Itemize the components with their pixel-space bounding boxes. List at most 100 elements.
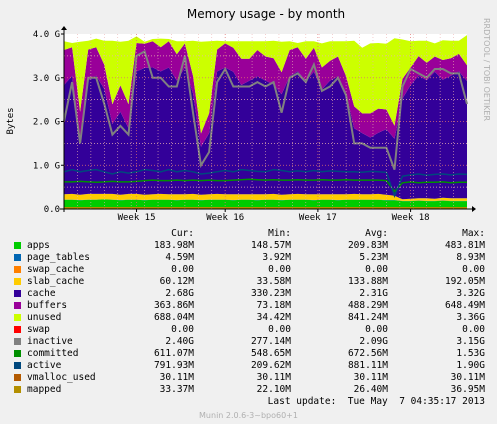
legend-min: 73.18M [256, 300, 291, 311]
legend-max: 0.00 [462, 324, 485, 335]
legend-cur: 60.12M [159, 276, 194, 287]
line-inactive [63, 50, 468, 170]
header-avg: Avg: [365, 228, 388, 239]
area-apps [64, 199, 467, 209]
last-update: Last update: Tue May 7 04:35:17 2013 [267, 396, 485, 407]
legend-swatch [14, 350, 21, 357]
legend-min: 0.00 [268, 264, 291, 275]
y-tick-label: 3.0 G [33, 74, 60, 84]
x-axis-arrow [472, 206, 476, 212]
legend-min: 33.58M [256, 276, 291, 287]
legend-cur: 2.40G [165, 336, 194, 347]
legend-max: 483.81M [444, 240, 485, 251]
legend-min: 148.57M [250, 240, 291, 251]
legend-avg: 0.00 [365, 264, 388, 275]
area-page_tables [64, 199, 467, 202]
header-max: Max: [462, 228, 485, 239]
legend-cur: 33.37M [159, 384, 194, 395]
legend-max: 1.90G [456, 360, 485, 371]
area-unused [64, 35, 467, 134]
legend-row-apps: apps 183.98M 148.57M 209.83M 483.81M [0, 240, 497, 252]
x-tick-label: Week 17 [299, 213, 337, 223]
legend-swatch [14, 290, 21, 297]
memory-chart: Memory usage - by month Bytes RRDTOOL / … [6, 7, 491, 223]
legend-row-slab_cache: slab_cache 60.12M 33.58M 133.88M 192.05M [0, 276, 497, 288]
munin-version: Munin 2.0.6-3~bpo60+1 [199, 411, 298, 420]
legend-swatch [14, 362, 21, 369]
legend-swatch [14, 326, 21, 333]
legend-avg: 672.56M [347, 348, 388, 359]
legend-row-vmalloc_used: vmalloc_used 30.11M 30.11M 30.11M 30.11M [0, 372, 497, 384]
legend-name: apps [27, 240, 50, 251]
legend-cur: 183.98M [153, 240, 194, 251]
area-slab_cache [64, 193, 467, 201]
x-tick-label: Week 15 [118, 213, 156, 223]
legend-min: 22.10M [256, 384, 291, 395]
legend-avg: 2.31G [359, 288, 388, 299]
legend-avg: 26.40M [353, 384, 388, 395]
legend-max: 1.53G [456, 348, 485, 359]
legend-max: 8.93M [456, 252, 485, 263]
legend-cur: 4.59M [165, 252, 194, 263]
legend-max: 3.32G [456, 288, 485, 299]
legend-row-inactive: inactive 2.40G 277.14M 2.09G 3.15G [0, 336, 497, 348]
legend-cur: 0.00 [171, 264, 194, 275]
legend-name: unused [27, 312, 62, 323]
legend-avg: 488.29M [347, 300, 388, 311]
legend-swatch [14, 314, 21, 321]
legend-min: 30.11M [256, 372, 291, 383]
legend-row-swap_cache: swap_cache 0.00 0.00 0.00 0.00 [0, 264, 497, 276]
legend-min: 0.00 [268, 324, 291, 335]
legend-name: inactive [27, 336, 73, 347]
legend-min: 209.62M [250, 360, 291, 371]
legend-name: cache [27, 288, 56, 299]
legend-min: 277.14M [250, 336, 291, 347]
legend-row-buffers: buffers 363.86M 73.18M 488.29M 648.49M [0, 300, 497, 312]
legend-cur: 791.93M [153, 360, 194, 371]
legend-name: slab_cache [27, 276, 85, 287]
y-axis-label: Bytes [6, 107, 16, 134]
legend-header: Cur: Min: Avg: Max: [0, 228, 497, 240]
legend-avg: 0.00 [365, 324, 388, 335]
legend-name: mapped [27, 384, 62, 395]
legend-name: swap_cache [27, 264, 85, 275]
y-axis-arrow [61, 26, 67, 30]
legend-swatch [14, 386, 21, 393]
legend-row-cache: cache 2.68G 330.23M 2.31G 3.32G [0, 288, 497, 300]
legend-row-active: active 791.93M 209.62M 881.11M 1.90G [0, 360, 497, 372]
grid-group [64, 34, 467, 209]
legend-cur: 2.68G [165, 288, 194, 299]
legend-row-swap: swap 0.00 0.00 0.00 0.00 [0, 324, 497, 336]
legend-name: buffers [27, 300, 68, 311]
y-ticks-group: 0.0 1.0 G 2.0 G 3.0 G 4.0 G [33, 30, 64, 215]
x-tick-label: Week 16 [206, 213, 244, 223]
legend-max: 648.49M [444, 300, 485, 311]
legend-max: 192.05M [444, 276, 485, 287]
legend-name: vmalloc_used [27, 372, 96, 383]
x-ticks-group: Week 15 Week 16 Week 17 Week 18 [118, 34, 430, 223]
legend-swatch [14, 338, 21, 345]
y-tick-label: 4.0 G [33, 30, 60, 40]
legend-swatch [14, 302, 21, 309]
legend-avg: 2.09G [359, 336, 388, 347]
header-min: Min: [268, 228, 291, 239]
legend-min: 548.65M [250, 348, 291, 359]
legend-max: 36.95M [450, 384, 485, 395]
y-tick-label: 1.0 G [33, 161, 60, 171]
legend-cur: 611.07M [153, 348, 194, 359]
legend-name: page_tables [27, 252, 90, 263]
legend-name: committed [27, 348, 79, 359]
legend-avg: 30.11M [353, 372, 388, 383]
legend-avg: 209.83M [347, 240, 388, 251]
legend-avg: 5.23M [359, 252, 388, 263]
legend-row-page_tables: page_tables 4.59M 3.92M 5.23M 8.93M [0, 252, 497, 264]
legend-cur: 30.11M [159, 372, 194, 383]
y-tick-label: 0.0 [44, 205, 60, 215]
legend-avg: 841.24M [347, 312, 388, 323]
legend-min: 3.92M [262, 252, 291, 263]
legend-row-committed: committed 611.07M 548.65M 672.56M 1.53G [0, 348, 497, 360]
legend-name: swap [27, 324, 50, 335]
legend-swatch [14, 278, 21, 285]
x-tick-label: Week 18 [392, 213, 430, 223]
legend-swatch [14, 266, 21, 273]
